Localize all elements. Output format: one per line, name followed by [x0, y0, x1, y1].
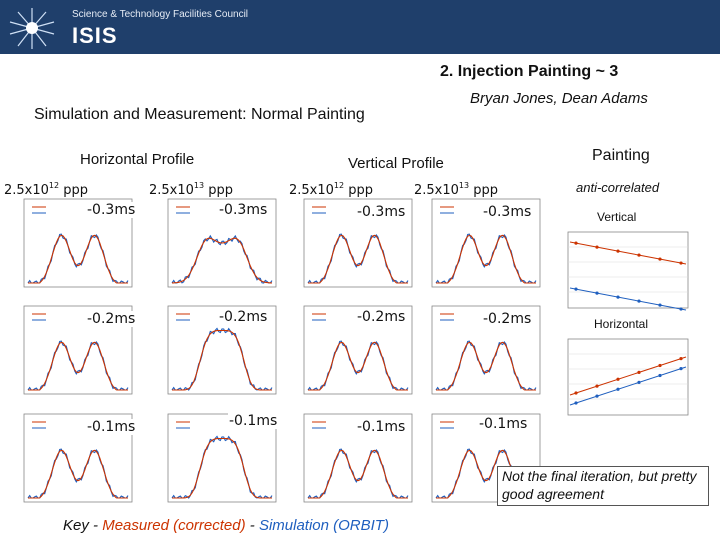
measured-curve	[172, 237, 272, 284]
measured-point	[595, 245, 599, 249]
measured-curve	[308, 341, 408, 391]
stfc-logo-icon	[9, 8, 55, 49]
column-2-exp: 13	[193, 181, 205, 190]
column-3-exp: 12	[333, 181, 345, 190]
simulation-point	[658, 303, 662, 307]
plot-frame	[567, 338, 689, 416]
time-label-r1-c4: -0.3ms	[482, 204, 533, 220]
measured-point	[574, 241, 578, 245]
measured-curve	[28, 341, 128, 391]
time-label-r1-c1: -0.3ms	[86, 202, 137, 218]
time-label-r3-c2: -0.1ms	[228, 413, 279, 429]
time-label-r2-c4: -0.2ms	[482, 311, 533, 327]
column-header-3: 2.5x1012 ppp	[289, 181, 373, 198]
column-header-2: 2.5x1013 ppp	[149, 181, 233, 198]
simulation-point	[595, 291, 599, 295]
key-separator-1: -	[88, 517, 103, 534]
agreement-note: Not the final iteration, but pretty good…	[497, 466, 709, 506]
header-banner: Science & Technology Facilities Council …	[0, 0, 720, 54]
measured-point	[574, 391, 578, 395]
horizontal-label: Horizontal	[594, 317, 649, 331]
column-4-base: 2.5x10	[414, 183, 459, 198]
simulation-trend-line	[569, 287, 687, 311]
council-name: Science & Technology Facilities Council	[72, 9, 249, 20]
measured-curve	[28, 234, 128, 284]
horizontal-painting-plot	[567, 338, 689, 416]
measured-point	[679, 357, 683, 361]
measured-point	[616, 377, 620, 381]
time-label-r2-c3: -0.2ms	[356, 309, 407, 325]
column-3-unit: ppp	[344, 183, 373, 198]
measured-curve	[308, 449, 408, 499]
measured-curve	[436, 341, 536, 391]
measured-curve	[436, 234, 536, 284]
simulation-point	[658, 373, 662, 378]
measured-point	[637, 370, 641, 374]
column-1-exp: 12	[48, 181, 60, 190]
simulation-point	[679, 367, 683, 371]
subtitle: Simulation and Measurement: Normal Paint…	[34, 106, 365, 123]
vertical-profile-heading: Vertical Profile	[348, 155, 444, 172]
column-3-base: 2.5x10	[289, 183, 334, 198]
column-1-unit: ppp	[59, 183, 88, 198]
column-4-unit: ppp	[469, 183, 498, 198]
slide-title: 2. Injection Painting ~ 3	[440, 63, 619, 80]
key-measured: Measured (corrected)	[102, 517, 246, 534]
column-header-4: 2.5x1013 ppp	[414, 181, 498, 198]
key-legend: Key - Measured (corrected) - Simulation …	[63, 517, 389, 534]
measured-curve	[28, 449, 128, 499]
vertical-painting-plot	[567, 231, 689, 311]
isis-brand: ISIS	[72, 23, 118, 48]
key-separator-2: -	[245, 517, 259, 534]
measured-trend-line	[569, 241, 687, 265]
painting-heading: Painting	[592, 147, 650, 164]
column-2-base: 2.5x10	[149, 183, 194, 198]
measured-point	[658, 257, 662, 261]
vertical-label: Vertical	[597, 210, 637, 224]
time-label-r3-c4: -0.1ms	[478, 416, 529, 432]
column-1-base: 2.5x10	[4, 183, 49, 198]
measured-curve	[308, 234, 408, 284]
measured-point	[616, 249, 620, 253]
time-label-r1-c3: -0.3ms	[356, 204, 407, 220]
simulation-point	[574, 287, 578, 291]
measured-point	[679, 261, 683, 265]
column-header-1: 2.5x1012 ppp	[4, 181, 88, 198]
measured-point	[658, 363, 662, 368]
horizontal-profile-heading: Horizontal Profile	[80, 151, 195, 168]
column-4-exp: 13	[458, 181, 470, 190]
simulation-point	[616, 295, 620, 299]
simulation-point	[637, 299, 641, 303]
measured-trend-line	[569, 356, 687, 396]
measured-curve	[172, 329, 272, 391]
column-2-unit: ppp	[204, 183, 233, 198]
time-label-r3-c3: -0.1ms	[356, 419, 407, 435]
time-label-r2-c1: -0.2ms	[86, 311, 137, 327]
simulation-point	[679, 307, 683, 311]
anti-correlated-label: anti-correlated	[576, 180, 660, 195]
simulation-trend-line	[569, 366, 687, 406]
measured-curve	[172, 437, 272, 499]
plot-frame	[567, 231, 689, 309]
simulation-point	[637, 380, 641, 384]
key-simulation: Simulation (ORBIT)	[258, 517, 389, 534]
simulation-point	[574, 401, 578, 405]
measured-point	[637, 253, 641, 257]
time-label-r2-c2: -0.2ms	[218, 309, 269, 325]
authors: Bryan Jones, Dean Adams	[470, 90, 648, 107]
time-label-r1-c2: -0.3ms	[218, 202, 269, 218]
time-label-r3-c1: -0.1ms	[86, 419, 137, 435]
measured-point	[595, 384, 599, 388]
simulation-point	[616, 387, 620, 391]
simulation-point	[595, 394, 599, 398]
key-prefix: Key	[63, 517, 89, 534]
